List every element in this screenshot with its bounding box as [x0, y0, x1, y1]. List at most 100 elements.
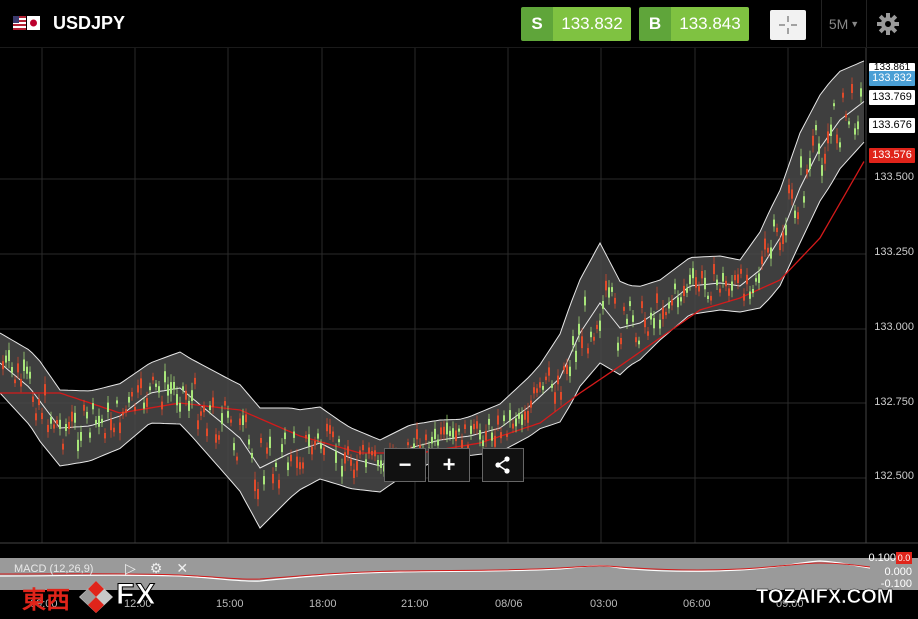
chevron-down-icon: ▼	[850, 18, 860, 29]
candle-body	[134, 406, 136, 411]
candle-body	[434, 428, 436, 439]
candle-body	[833, 103, 835, 107]
candle-body	[233, 443, 235, 451]
candle-body	[314, 440, 316, 446]
candle-body	[140, 378, 142, 389]
candle-body	[146, 398, 148, 407]
candle-body	[38, 399, 40, 406]
zoom-in-button[interactable]: +	[428, 448, 470, 482]
tozaifx-logo: 東西 FX	[22, 578, 182, 616]
symbol-name[interactable]: USDJPY	[53, 13, 126, 33]
diamond-logo-icon	[79, 581, 113, 613]
candle-body	[677, 297, 679, 308]
candle-body	[695, 277, 697, 288]
macd-axis-label: -0.100	[880, 578, 912, 590]
candle-body	[236, 456, 238, 461]
candle-body	[323, 447, 325, 455]
price-chart[interactable]: 133.500 133.250 133.000 132.750 132.500 …	[0, 48, 918, 568]
candle-body	[464, 424, 466, 429]
candle-body	[617, 342, 619, 351]
candle-body	[2, 361, 4, 370]
candle-body	[5, 355, 7, 363]
candle-body	[533, 387, 535, 394]
candle-body	[860, 88, 862, 97]
candle-body	[80, 432, 82, 441]
play-icon[interactable]: ▷	[125, 560, 136, 576]
candle-body	[503, 415, 505, 422]
sell-button[interactable]: S 133.832	[521, 7, 631, 41]
candle-body	[155, 383, 157, 387]
candle-body	[269, 436, 271, 448]
candle-body	[509, 410, 511, 421]
candle-body	[602, 301, 604, 309]
y-axis-label: 133.000	[874, 321, 914, 333]
candle-body	[44, 384, 46, 396]
candle-body	[158, 386, 160, 393]
candle-body	[566, 365, 568, 374]
buy-button[interactable]: B 133.843	[639, 7, 749, 41]
candle-body	[353, 469, 355, 478]
candle-body	[194, 377, 196, 385]
candle-body	[326, 423, 328, 432]
candle-body	[476, 421, 478, 429]
candle-body	[842, 92, 844, 98]
candle-body	[170, 382, 172, 394]
share-button[interactable]	[482, 448, 524, 482]
candle-body	[449, 430, 451, 436]
candle-body	[656, 293, 658, 303]
candle-body	[53, 424, 55, 429]
candle-body	[452, 428, 454, 438]
candle-body	[482, 440, 484, 446]
candle-body	[197, 420, 199, 430]
candle-body	[305, 435, 307, 439]
crosshair-icon	[779, 16, 797, 34]
candle-body	[413, 443, 415, 451]
candle-body	[659, 319, 661, 329]
candle-body	[461, 440, 463, 449]
candle-body	[296, 456, 298, 468]
macd-panel[interactable]: MACD (12,26,9) ▷ ⚙ ✕ 0.0 0.100 0.000 -0.…	[0, 552, 918, 590]
candle-body	[569, 366, 571, 377]
gear-icon[interactable]: ⚙	[149, 560, 163, 576]
candle-body	[125, 409, 127, 413]
candle-body	[605, 280, 607, 291]
candle-body	[368, 447, 370, 454]
candle-body	[119, 422, 121, 434]
candle-body	[800, 156, 802, 168]
candle-body	[518, 413, 520, 419]
candle-body	[227, 411, 229, 418]
candle-body	[596, 324, 598, 330]
candle-body	[671, 299, 673, 306]
candle-body	[467, 445, 469, 449]
x-axis-label: 06:00	[683, 598, 711, 610]
candle-body	[308, 434, 310, 447]
timeframe-selector[interactable]: 5M ▼	[821, 0, 867, 47]
close-icon[interactable]: ✕	[176, 560, 189, 576]
candle-body	[635, 337, 637, 343]
candle-body	[797, 212, 799, 220]
candle-body	[584, 296, 586, 306]
gear-icon[interactable]	[873, 10, 903, 38]
candle-body	[599, 320, 601, 331]
candle-body	[824, 153, 826, 164]
zoom-out-button[interactable]: −	[384, 448, 426, 482]
candle-body	[254, 479, 256, 492]
candle-body	[500, 432, 502, 439]
candle-body	[191, 390, 193, 402]
crosshair-button[interactable]	[770, 10, 806, 40]
candle-body	[764, 238, 766, 250]
candle-body	[215, 434, 217, 443]
buy-price: 133.843	[671, 7, 749, 41]
chart-canvas	[0, 48, 918, 544]
share-icon	[495, 456, 510, 474]
candle-body	[455, 430, 457, 442]
candle-body	[845, 114, 847, 118]
candle-body	[50, 417, 52, 424]
candle-body	[506, 433, 508, 437]
candle-body	[248, 439, 250, 445]
candle-body	[578, 323, 580, 335]
zoom-controls: − +	[384, 448, 526, 482]
time-axis: 09:00 12:00 15:00 18:00 21:00 08/06 03:0…	[0, 592, 870, 619]
candle-body	[362, 444, 364, 451]
candle-body	[554, 392, 556, 404]
